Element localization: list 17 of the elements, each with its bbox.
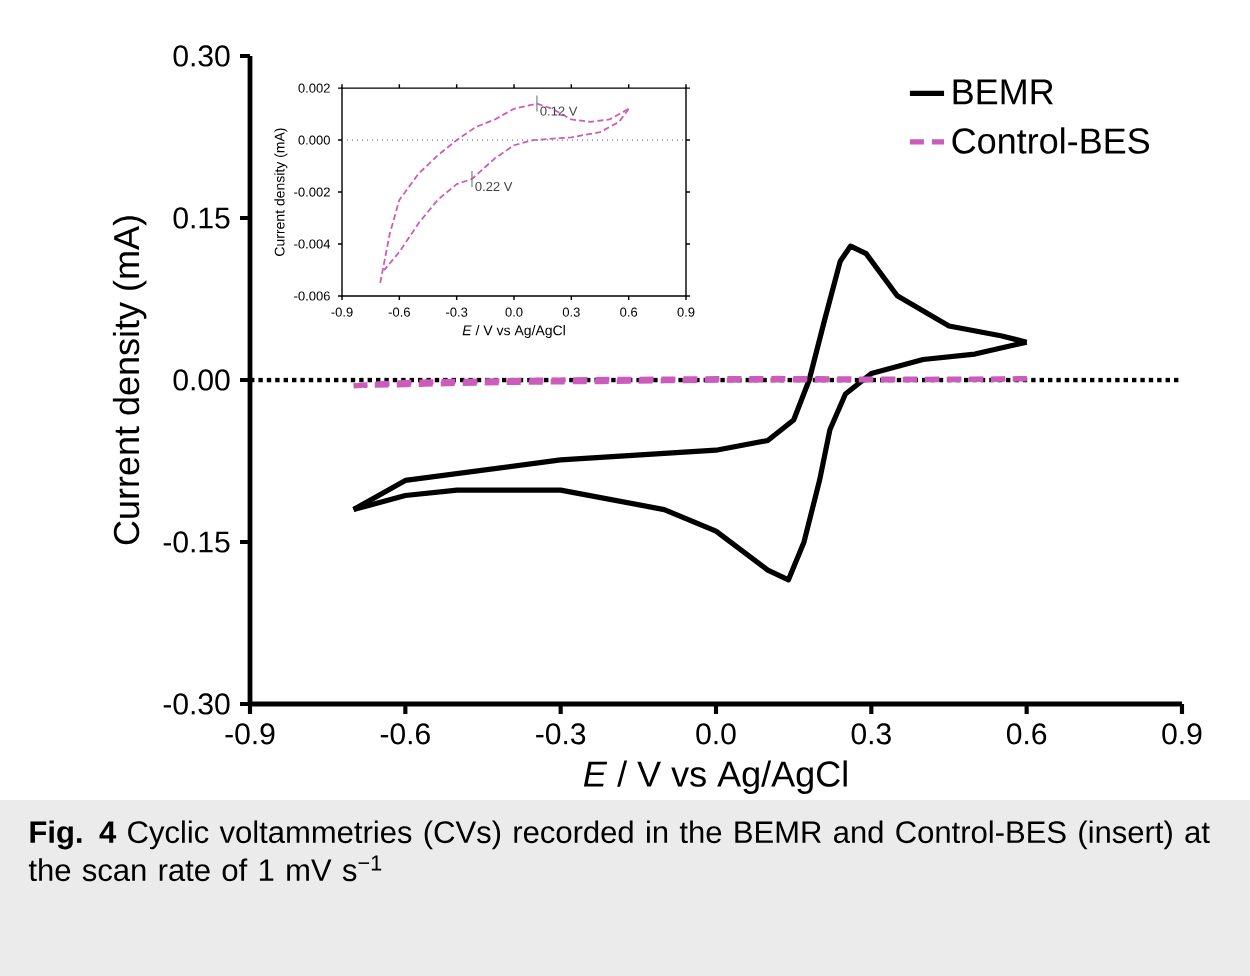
y-tick-label: -0.15 <box>163 531 230 553</box>
y-tick-label: -0.30 <box>163 693 230 715</box>
y-tick-label: 0.15 <box>173 207 230 229</box>
x-tick-label: 0.0 <box>696 723 736 745</box>
y-axis-title: Current density (mA) <box>112 216 147 545</box>
x-tick-label: -0.9 <box>225 723 275 745</box>
legend-label: BEMR <box>953 79 1054 105</box>
x-tick-label: 0.3 <box>851 723 891 745</box>
y-tick-label: 0.00 <box>173 369 230 391</box>
x-tick-label: 0.6 <box>1006 723 1047 745</box>
x-axis-title: E / V vs Ag/AgCl <box>583 760 847 794</box>
legend-label: Control-BES <box>952 127 1150 154</box>
x-tick-label: -0.6 <box>380 723 430 745</box>
y-tick-label: 0.30 <box>173 45 230 67</box>
x-tick-label: 0.9 <box>1162 723 1202 745</box>
text: Fig. 4 Cyclic voltammetries (CVs) recorded in the BEMR and Control-BES (insert) at the scan rate of 1 mV s$^{−1}$ <box>28 820 1210 882</box>
x-tick-label: -0.3 <box>536 723 586 745</box>
